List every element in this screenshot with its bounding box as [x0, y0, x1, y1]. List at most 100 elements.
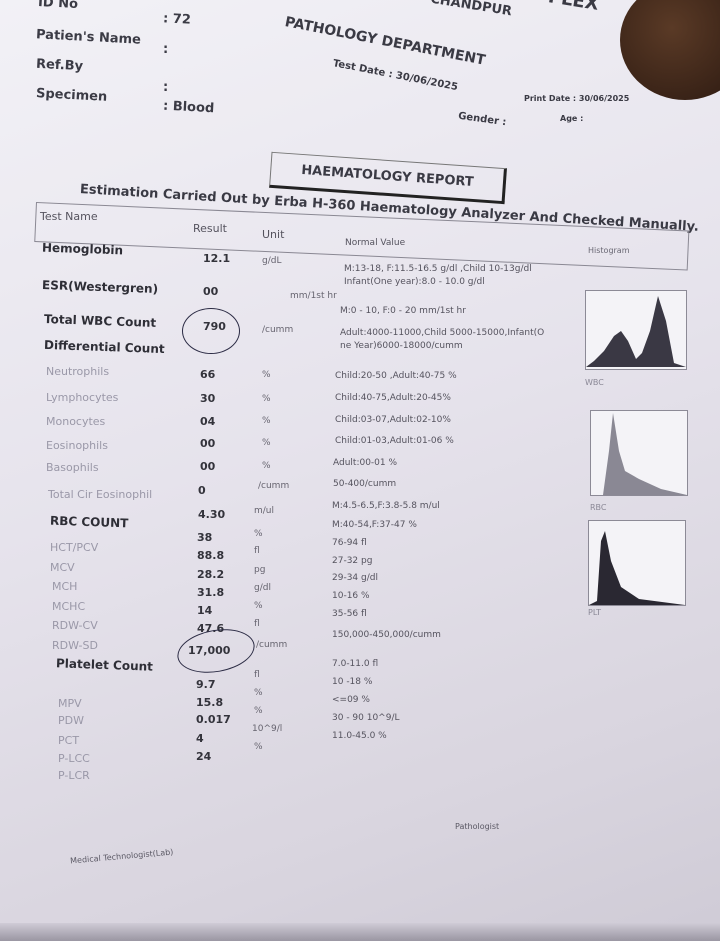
test-unit: m/ul — [254, 506, 275, 516]
test-unit: /cumm — [256, 640, 288, 650]
test-unit: % — [254, 706, 263, 716]
test-date: Test Date : 30/06/2025 — [331, 58, 459, 94]
test-unit: % — [262, 370, 271, 380]
normal-value: 27-32 pg — [332, 556, 373, 566]
normal-value: Adult:00-01 % — [333, 458, 398, 468]
ref-by-value: : — [163, 80, 169, 95]
test-unit: fl — [254, 546, 260, 556]
test-result: 9.7 — [196, 678, 216, 691]
test-result: 0 — [198, 484, 206, 497]
test-unit: % — [254, 688, 263, 698]
report-title: HAEMATOLOGY REPORT — [300, 162, 475, 190]
pathologist-signature-label: Pathologist — [455, 822, 500, 831]
normal-value: Child:01-03,Adult:01-06 % — [335, 436, 454, 446]
test-name: MPV — [58, 697, 82, 710]
wbc-histogram — [585, 290, 687, 370]
test-unit: % — [254, 601, 263, 611]
test-name: Eosinophils — [46, 439, 108, 452]
test-result: 88.8 — [197, 549, 225, 562]
table-surface — [0, 923, 720, 941]
test-unit: 10^9/l — [252, 724, 283, 734]
test-unit: % — [262, 416, 271, 426]
technologist-signature-label: Medical Technologist(Lab) — [69, 847, 174, 866]
age: Age : — [560, 114, 584, 123]
col-test-name: Test Name — [40, 210, 98, 223]
normal-value: 76-94 fl — [332, 538, 367, 548]
normal-value-cont: ne Year)6000-18000/cumm — [340, 341, 463, 351]
test-unit: pg — [254, 565, 266, 575]
test-result: 24 — [196, 750, 212, 763]
test-name: MCV — [50, 561, 75, 574]
specimen-value: : Blood — [162, 98, 215, 117]
col-normal-value: Normal Value — [345, 238, 406, 248]
normal-value: 11.0-45.0 % — [332, 731, 387, 741]
plt-histogram — [588, 520, 686, 606]
test-result: 4.30 — [198, 508, 226, 521]
test-name: P-LCC — [58, 752, 90, 765]
rbc-histogram — [590, 410, 688, 496]
test-result: 04 — [200, 415, 216, 428]
normal-value: 10-16 % — [332, 591, 370, 601]
test-result: 14 — [197, 604, 213, 617]
test-result: 4 — [196, 732, 204, 745]
test-unit: g/dL — [262, 256, 282, 266]
test-name: MCH — [52, 580, 78, 593]
patient-name-value: : — [163, 42, 169, 57]
test-unit: fl — [254, 619, 260, 629]
normal-value: Child:20-50 ,Adult:40-75 % — [335, 371, 457, 381]
test-result: 30 — [200, 392, 216, 405]
test-name: Hemoglobin — [41, 240, 124, 258]
test-result: 00 — [203, 285, 219, 298]
test-result: 12.1 — [203, 252, 231, 265]
test-result: 15.8 — [196, 696, 224, 709]
normal-value: M:40-54,F:37-47 % — [332, 520, 417, 530]
test-result: 31.8 — [197, 586, 225, 599]
test-unit: mm/1st hr — [290, 291, 337, 301]
test-unit: /cumm — [262, 325, 294, 335]
test-name: RDW-SD — [52, 639, 98, 652]
test-result: 47.6 — [197, 622, 225, 635]
test-name: PDW — [58, 714, 84, 727]
normal-value: 35-56 fl — [332, 609, 367, 619]
test-name: Lymphocytes — [46, 391, 119, 404]
normal-value: 10 -18 % — [332, 677, 373, 687]
test-result: 17,000 — [188, 644, 231, 657]
test-result: 28.2 — [197, 568, 225, 581]
plt-histogram-label: PLT — [588, 608, 602, 617]
normal-value: 150,000-450,000/cumm — [332, 630, 441, 640]
normal-value: <=09 % — [332, 695, 370, 705]
test-name: RBC COUNT — [49, 513, 129, 531]
test-result: 00 — [200, 437, 216, 450]
normal-value: 30 - 90 10^9/L — [332, 713, 400, 723]
org-city: CHANDPUR — [429, 0, 513, 20]
col-unit: Unit — [262, 228, 285, 241]
test-name: HCT/PCV — [50, 541, 99, 554]
org-name-suffix: PLEX — [546, 0, 601, 15]
id-value: : 72 — [162, 11, 192, 28]
test-unit: % — [254, 742, 263, 752]
test-result: 66 — [200, 368, 216, 381]
normal-value: M:13-18, F:11.5-16.5 g/dl ,Child 10-13g/… — [344, 264, 532, 274]
col-histogram: Histogram — [588, 246, 630, 255]
finger-thumb — [620, 0, 720, 100]
ref-by-label: Ref.By — [35, 56, 84, 75]
rbc-histogram-label: RBC — [590, 503, 607, 512]
normal-value: 29-34 g/dl — [332, 573, 378, 583]
test-unit: fl — [254, 670, 260, 680]
test-name: Monocytes — [46, 415, 106, 428]
test-name: Total WBC Count — [43, 312, 157, 330]
test-name: MCHC — [52, 600, 86, 613]
print-date: Print Date : 30/06/2025 — [524, 94, 630, 103]
normal-value: 7.0-11.0 fl — [332, 659, 379, 669]
normal-value: M:4.5-6.5,F:3.8-5.8 m/ul — [332, 501, 440, 511]
test-name: RDW-CV — [52, 619, 98, 632]
col-result: Result — [193, 222, 227, 235]
patient-name-label: Patien's Name — [35, 27, 142, 48]
test-unit: /cumm — [258, 481, 290, 491]
test-unit: % — [262, 438, 271, 448]
department-title: PATHOLOGY DEPARTMENT — [283, 14, 487, 69]
normal-value: 50-400/cumm — [333, 479, 397, 489]
test-name: ESR(Westergren) — [41, 277, 159, 297]
normal-value: Adult:4000-11000,Child 5000-15000,Infant… — [340, 328, 545, 338]
pen-circle-platelet — [173, 623, 259, 679]
